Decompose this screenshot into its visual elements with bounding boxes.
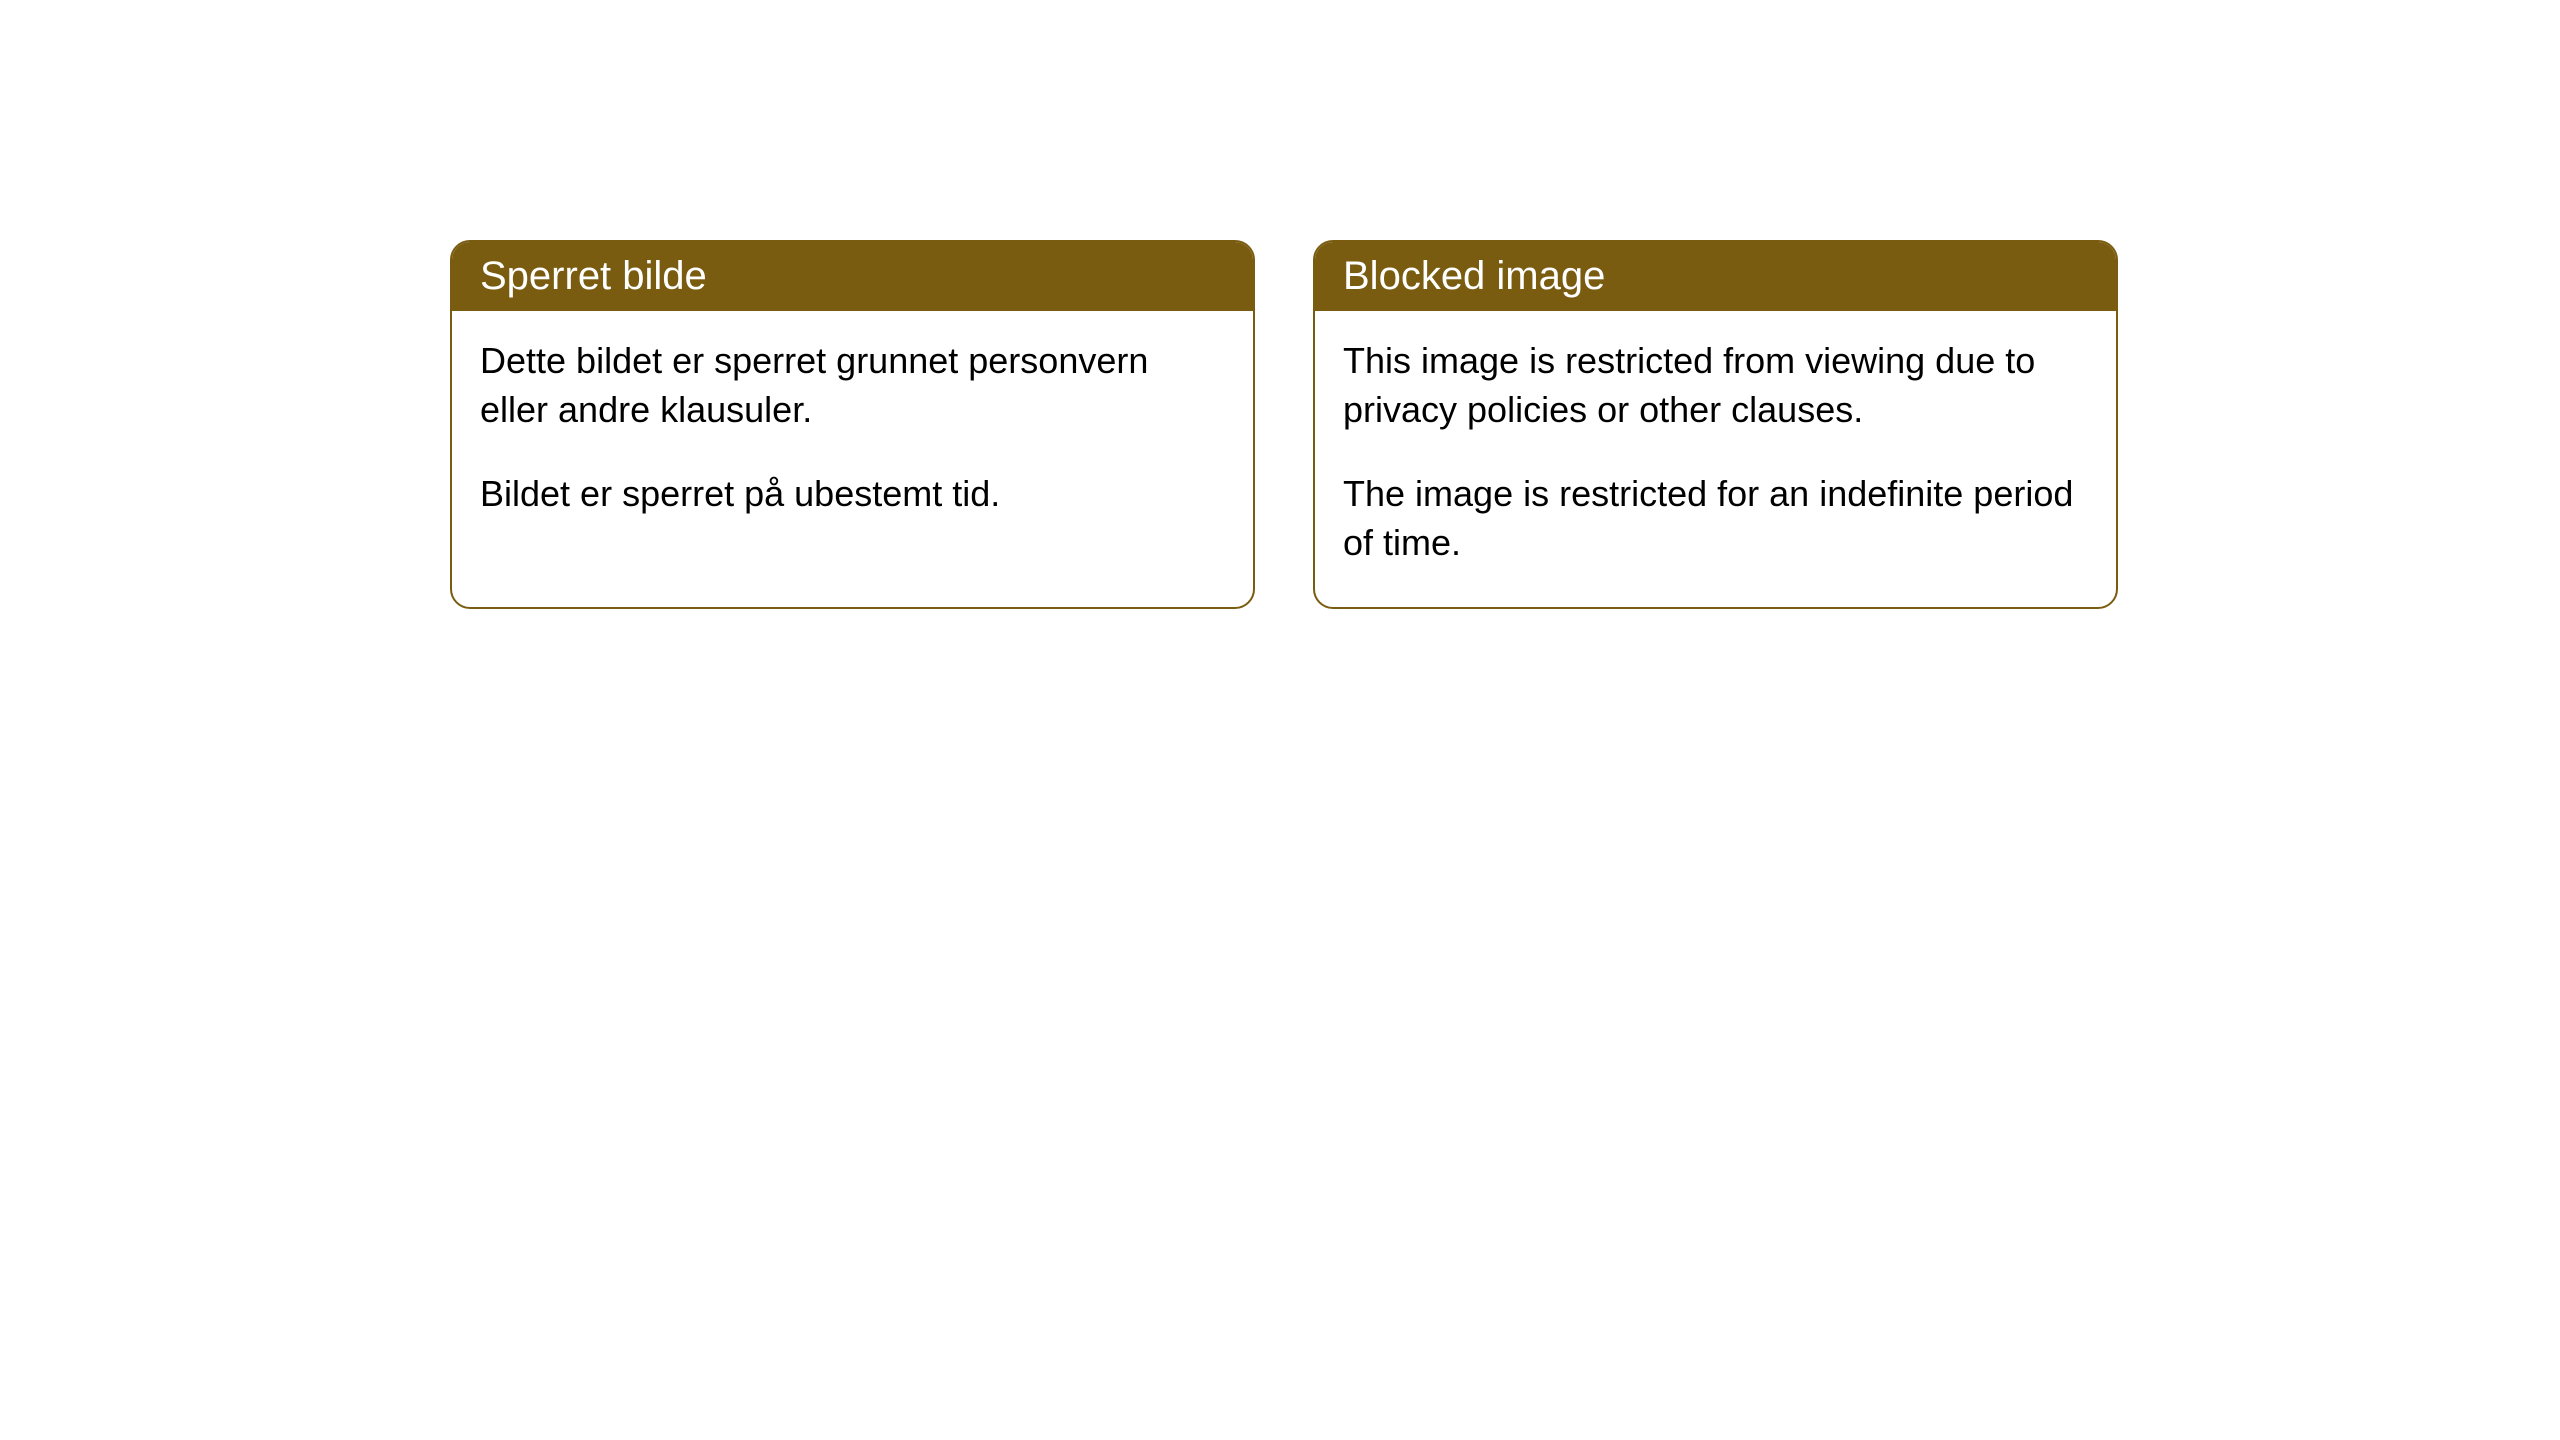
card-body-no: Dette bildet er sperret grunnet personve… <box>452 311 1253 559</box>
blocked-image-card-en: Blocked image This image is restricted f… <box>1313 240 2118 609</box>
card-para1-no: Dette bildet er sperret grunnet personve… <box>480 337 1225 434</box>
card-body-en: This image is restricted from viewing du… <box>1315 311 2116 607</box>
card-container: Sperret bilde Dette bildet er sperret gr… <box>450 240 2118 609</box>
card-title-en: Blocked image <box>1343 254 1605 298</box>
blocked-image-card-no: Sperret bilde Dette bildet er sperret gr… <box>450 240 1255 609</box>
card-header-en: Blocked image <box>1315 242 2116 311</box>
card-para2-no: Bildet er sperret på ubestemt tid. <box>480 470 1225 519</box>
card-para2-en: The image is restricted for an indefinit… <box>1343 470 2088 567</box>
card-title-no: Sperret bilde <box>480 254 707 298</box>
card-para1-en: This image is restricted from viewing du… <box>1343 337 2088 434</box>
card-header-no: Sperret bilde <box>452 242 1253 311</box>
